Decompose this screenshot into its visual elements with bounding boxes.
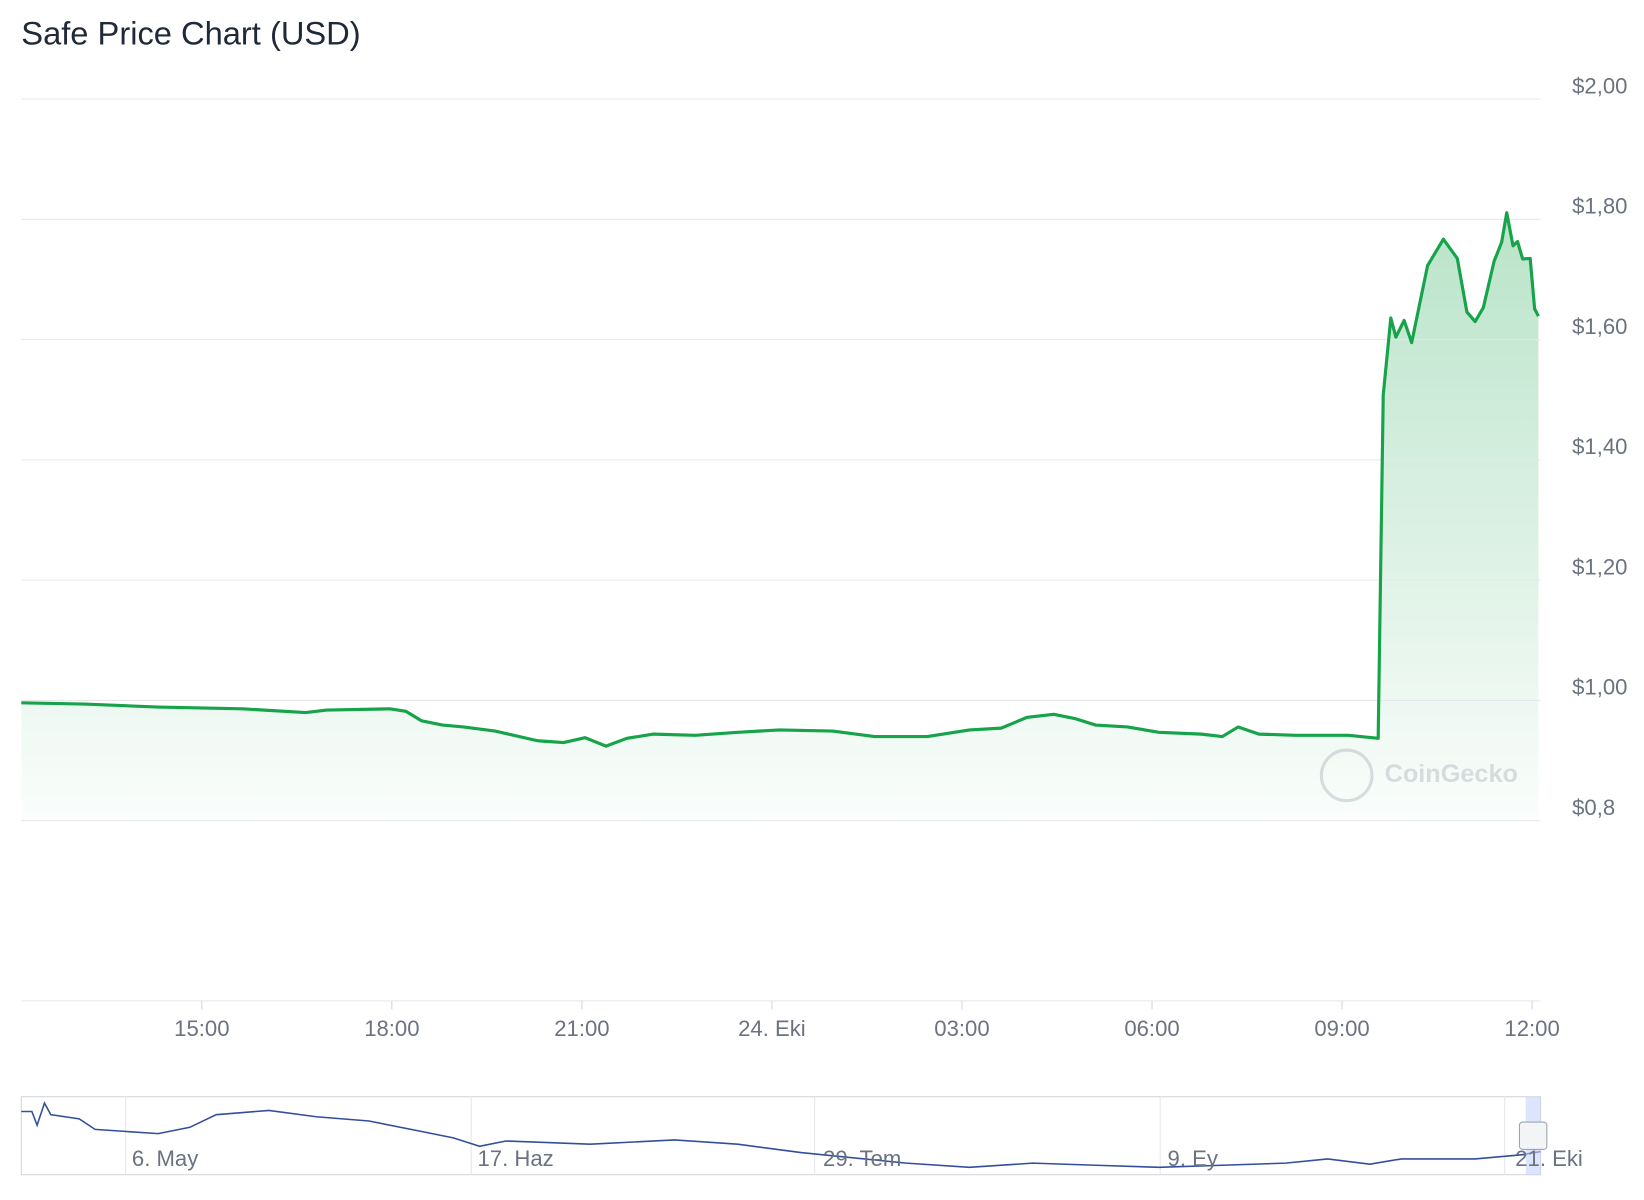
price-line (21, 211, 1540, 748)
y-tick-label: $1,40 (1572, 434, 1627, 459)
y-tick-label: $0,8 (1572, 795, 1615, 820)
y-tick-label: $1,80 (1572, 194, 1627, 219)
x-tick-label: 15:00 (174, 1016, 229, 1041)
navigator (20, 1096, 1548, 1176)
y-tick-label: $1,60 (1572, 314, 1627, 339)
navigator-handle[interactable] (1518, 1121, 1548, 1150)
navigator-label: 17. Haz (477, 1146, 553, 1171)
x-tick-label: 06:00 (1124, 1016, 1179, 1041)
watermark-text: CoinGecko (1385, 760, 1518, 788)
x-tick-label: 18:00 (364, 1016, 419, 1041)
chart-title: Safe Price Chart (USD) (21, 14, 360, 51)
x-tick-label: 09:00 (1314, 1016, 1369, 1041)
x-tick-label: 21:00 (554, 1016, 609, 1041)
y-tick-label: $2,00 (1572, 73, 1627, 98)
navigator-frame (20, 1096, 1542, 1176)
area (21, 212, 1539, 821)
navigator-line (21, 1101, 1541, 1169)
watermark: CoinGecko (1319, 748, 1518, 803)
y-tick-label: $1,00 (1572, 675, 1627, 700)
x-tick-label: 03:00 (934, 1016, 989, 1041)
navigator-label: 21. Eki (1515, 1146, 1583, 1171)
navigator-label: 29. Tem (823, 1146, 901, 1171)
x-tick-label: 24. Eki (738, 1016, 806, 1041)
navigator-label: 9. Ey (1168, 1146, 1219, 1171)
y-tick-label: $1,20 (1572, 554, 1627, 579)
watermark-logo (1319, 748, 1374, 803)
x-tick-label: 12:00 (1504, 1016, 1559, 1041)
navigator-label: 6. May (132, 1146, 199, 1171)
